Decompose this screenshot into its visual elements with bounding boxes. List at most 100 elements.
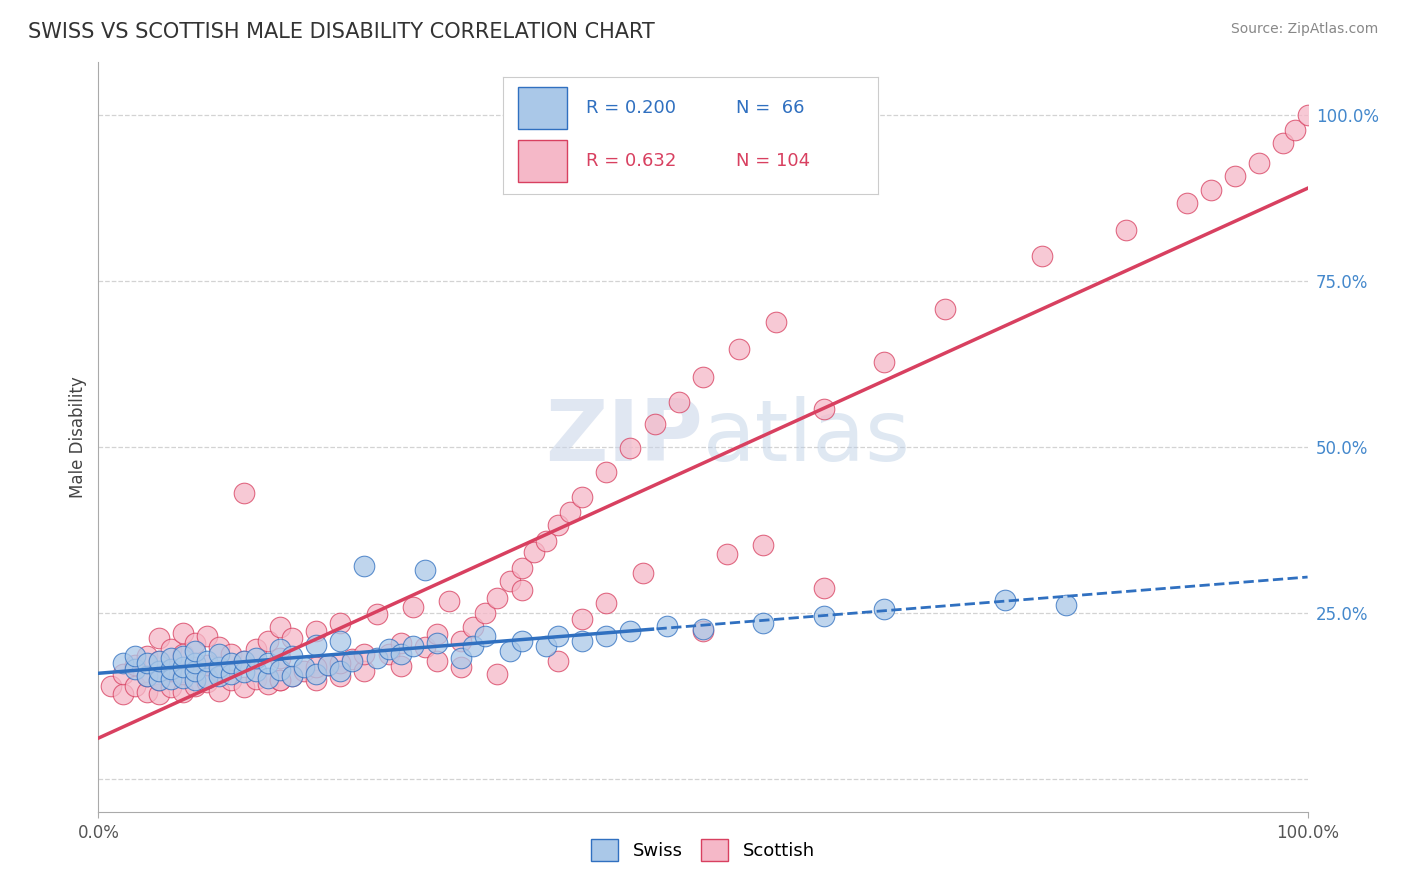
Point	[232, 486, 254, 500]
Point	[1223, 169, 1246, 184]
Point	[195, 657, 218, 672]
Point	[765, 315, 787, 329]
Point	[160, 642, 183, 657]
Point	[232, 680, 254, 694]
Point	[316, 657, 339, 672]
Point	[534, 639, 557, 653]
Point	[135, 685, 157, 699]
Point	[571, 633, 593, 648]
Point	[111, 656, 134, 670]
Point	[353, 664, 375, 678]
Point	[100, 679, 122, 693]
Point	[389, 658, 412, 673]
Point	[413, 640, 436, 655]
Point	[366, 651, 388, 665]
Point	[269, 673, 291, 688]
Point	[305, 638, 328, 652]
Point	[1115, 222, 1137, 236]
Point	[1199, 183, 1222, 197]
Point	[716, 548, 738, 562]
Point	[510, 582, 533, 597]
Point	[463, 620, 485, 634]
Point	[450, 651, 472, 665]
Point	[195, 671, 218, 685]
Point	[558, 505, 581, 519]
Point	[245, 672, 267, 686]
Point	[463, 639, 485, 653]
Point	[160, 651, 183, 665]
Point	[184, 635, 207, 649]
Point	[269, 673, 291, 688]
Point	[232, 654, 254, 668]
Text: Source: ZipAtlas.com: Source: ZipAtlas.com	[1230, 22, 1378, 37]
Point	[474, 606, 496, 620]
Point	[208, 640, 231, 655]
Point	[813, 609, 835, 624]
Point	[813, 581, 835, 595]
Point	[256, 677, 278, 691]
Point	[292, 660, 315, 674]
Point	[111, 687, 134, 701]
Text: SWISS VS SCOTTISH MALE DISABILITY CORRELATION CHART: SWISS VS SCOTTISH MALE DISABILITY CORREL…	[28, 22, 655, 42]
Point	[221, 647, 243, 661]
Point	[329, 656, 352, 670]
Point	[292, 664, 315, 678]
Point	[208, 669, 231, 683]
Point	[184, 644, 207, 658]
Point	[329, 664, 352, 678]
Point	[195, 675, 218, 690]
Point	[1031, 249, 1053, 263]
Point	[305, 666, 328, 681]
Point	[208, 647, 231, 661]
Point	[377, 642, 399, 657]
Point	[281, 669, 304, 683]
Point	[160, 664, 183, 678]
Point	[498, 574, 520, 588]
Point	[486, 666, 509, 681]
Point	[281, 631, 304, 645]
Point	[402, 600, 425, 615]
Point	[184, 679, 207, 693]
Point	[148, 631, 170, 645]
Point	[184, 664, 207, 678]
Point	[269, 642, 291, 657]
Point	[256, 671, 278, 685]
Point	[510, 633, 533, 648]
Point	[111, 666, 134, 681]
Point	[547, 654, 569, 668]
Point	[329, 669, 352, 683]
Point	[329, 633, 352, 648]
Point	[547, 629, 569, 643]
Text: atlas: atlas	[703, 395, 911, 479]
Legend: Swiss, Scottish: Swiss, Scottish	[582, 830, 824, 870]
Point	[668, 395, 690, 409]
Point	[269, 664, 291, 678]
Point	[450, 660, 472, 674]
Point	[135, 656, 157, 670]
Point	[595, 629, 617, 643]
Point	[124, 679, 146, 693]
Point	[426, 627, 449, 641]
Point	[148, 664, 170, 678]
Point	[316, 657, 339, 672]
Point	[172, 647, 194, 661]
Point	[1272, 136, 1295, 151]
Point	[172, 660, 194, 674]
Point	[402, 639, 425, 653]
Point	[329, 615, 352, 630]
Point	[208, 664, 231, 678]
Point	[437, 594, 460, 608]
Point	[498, 644, 520, 658]
Point	[631, 566, 654, 580]
Point	[571, 612, 593, 626]
Point	[413, 563, 436, 577]
Point	[124, 657, 146, 672]
Point	[426, 654, 449, 668]
Point	[366, 607, 388, 621]
Point	[692, 370, 714, 384]
Point	[619, 624, 641, 639]
Point	[172, 625, 194, 640]
Point	[221, 673, 243, 688]
Point	[655, 619, 678, 633]
Point	[124, 662, 146, 676]
